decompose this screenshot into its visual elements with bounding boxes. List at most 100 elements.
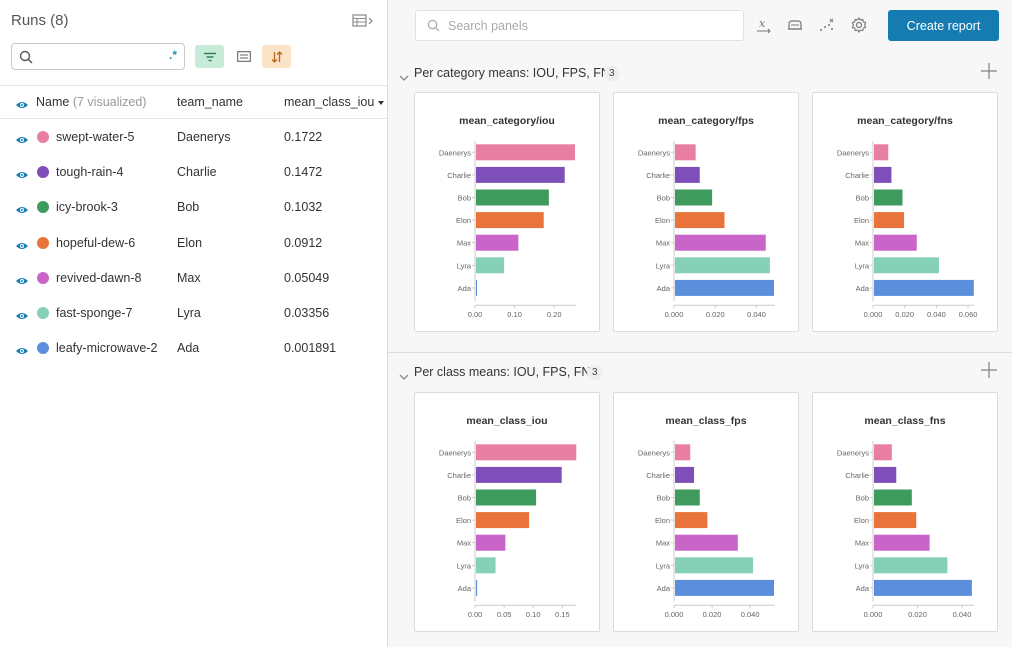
bar [675,512,708,529]
x-tick-label: 0.000 [864,310,883,319]
chart-panel[interactable]: mean_category/iou Daenerys Charlie Bob Elon M… [414,92,600,332]
run-metric-value: 0.1722 [284,130,323,144]
group-button[interactable] [229,45,258,68]
settings-gear-icon[interactable] [849,15,869,35]
bar [874,466,897,483]
table-row[interactable]: fast-sponge-7 Lyra 0.03356 [0,296,387,331]
chart-panel[interactable]: mean_class_fps Daenerys Charlie Bob Elon Max L… [613,392,799,632]
column-header-name[interactable]: Name (7 visualized) [36,95,147,109]
chart-title: mean_class_iou [466,415,548,427]
y-tick-label: Ada [458,584,472,593]
panels-area: x Create report Per category means: IOU,… [388,0,1012,647]
y-tick-label: Daenerys [638,448,670,457]
run-team: Elon [177,235,203,250]
runs-search-field[interactable]: .* [11,43,185,70]
bar [874,166,892,183]
column-header-metric[interactable]: mean_class_iou [284,95,385,109]
runs-table-header: Name (7 visualized) team_name mean_class… [0,85,387,119]
y-tick-label: Max [855,239,869,248]
run-color-swatch[interactable] [37,166,49,179]
table-row[interactable]: icy-brook-3 Bob 0.1032 [0,190,387,225]
outliers-icon[interactable] [817,15,837,35]
table-row[interactable]: revived-dawn-8 Max 0.05049 [0,261,387,296]
run-name[interactable]: revived-dawn-8 [56,270,142,285]
eye-icon[interactable] [15,97,29,115]
y-tick-label: Ada [856,584,870,593]
run-color-swatch[interactable] [37,236,49,249]
filter-button[interactable] [195,45,224,68]
bar-chart: Daenerys Charlie Bob Elon Max Lyra Ada 0.000 0.0… [638,141,775,319]
run-color-swatch[interactable] [37,201,49,214]
add-panel-icon[interactable] [980,361,998,384]
bar [675,579,774,596]
run-metric-value: 0.05049 [284,270,330,285]
bar [675,144,696,161]
table-row[interactable]: hopeful-dew-6 Elon 0.0912 [0,226,387,261]
chart-title: mean_class_fns [864,415,946,427]
runs-title: Runs (8) [11,12,69,29]
bar [874,189,903,206]
chart-panel[interactable]: mean_class_iou Daenerys Charlie Bob Elon Max L… [414,392,600,632]
x-tick-label: 0.000 [864,610,883,619]
run-name[interactable]: tough-rain-4 [56,165,124,180]
y-tick-label: Ada [657,284,671,293]
y-tick-label: Lyra [855,261,870,270]
table-row[interactable]: swept-water-5 Daenerys 0.1722 [0,120,387,155]
chevron-down-icon[interactable] [399,368,409,386]
run-name[interactable]: icy-brook-3 [56,200,118,215]
regex-toggle[interactable]: .* [168,48,177,62]
eye-icon[interactable] [15,308,29,326]
column-header-team[interactable]: team_name [177,95,244,109]
x-tick-label: 0.10 [526,610,541,619]
run-name[interactable]: hopeful-dew-6 [56,235,136,250]
y-tick-label: Bob [458,494,471,503]
eye-icon[interactable] [15,273,29,291]
x-axis-settings-icon[interactable]: x [754,15,774,35]
bar [476,466,562,483]
y-tick-label: Elon [854,216,869,225]
bar [476,489,537,506]
chart-panel[interactable]: mean_category/fns Daenerys Charlie Bob Elon M… [812,92,998,332]
x-tick-label: 0.000 [665,310,684,319]
table-row[interactable]: tough-rain-4 Charlie 0.1472 [0,155,387,190]
create-report-button[interactable]: Create report [888,10,999,41]
run-color-swatch[interactable] [37,271,49,284]
run-team: Daenerys [177,130,231,144]
section-header-class[interactable]: Per class means: IOU, FPS, FNS 3 [388,361,1012,385]
bar [675,189,713,206]
runs-search-input[interactable] [38,47,158,66]
eye-icon[interactable] [15,238,29,256]
panel-search-input[interactable] [448,17,728,35]
eye-icon[interactable] [15,343,29,361]
table-view-icon[interactable] [352,14,374,28]
y-tick-label: Elon [456,516,471,525]
sort-button[interactable] [262,45,291,68]
run-color-swatch[interactable] [37,342,49,355]
y-tick-label: Lyra [656,261,671,270]
run-name[interactable]: swept-water-5 [56,130,135,144]
y-tick-label: Bob [856,194,869,203]
y-tick-label: Max [656,539,670,548]
bar [476,579,478,596]
section-header-category[interactable]: Per category means: IOU, FPS, FNS 3 [388,62,1012,86]
y-tick-label: Elon [854,516,869,525]
chevron-down-icon[interactable] [399,69,409,87]
bar [675,534,738,551]
run-name[interactable]: leafy-microwave-2 [56,341,158,356]
panel-search-field[interactable] [415,10,744,41]
smoothing-icon[interactable] [785,15,805,35]
run-name[interactable]: fast-sponge-7 [56,306,133,320]
eye-icon[interactable] [15,202,29,220]
run-color-swatch[interactable] [37,307,49,319]
chart-panel[interactable]: mean_category/fps Daenerys Charlie Bob Elon M… [613,92,799,332]
eye-icon[interactable] [15,132,29,150]
add-panel-icon[interactable] [980,62,998,85]
table-row[interactable]: leafy-microwave-2 Ada 0.001891 [0,331,387,366]
y-tick-label: Bob [657,194,670,203]
y-tick-label: Charlie [447,471,471,480]
run-color-swatch[interactable] [37,131,49,143]
chart-panel[interactable]: mean_class_fns Daenerys Charlie Bob Elon Max L… [812,392,998,632]
x-tick-label: 0.00 [468,310,483,319]
sort-icon [271,50,282,63]
eye-icon[interactable] [15,167,29,185]
